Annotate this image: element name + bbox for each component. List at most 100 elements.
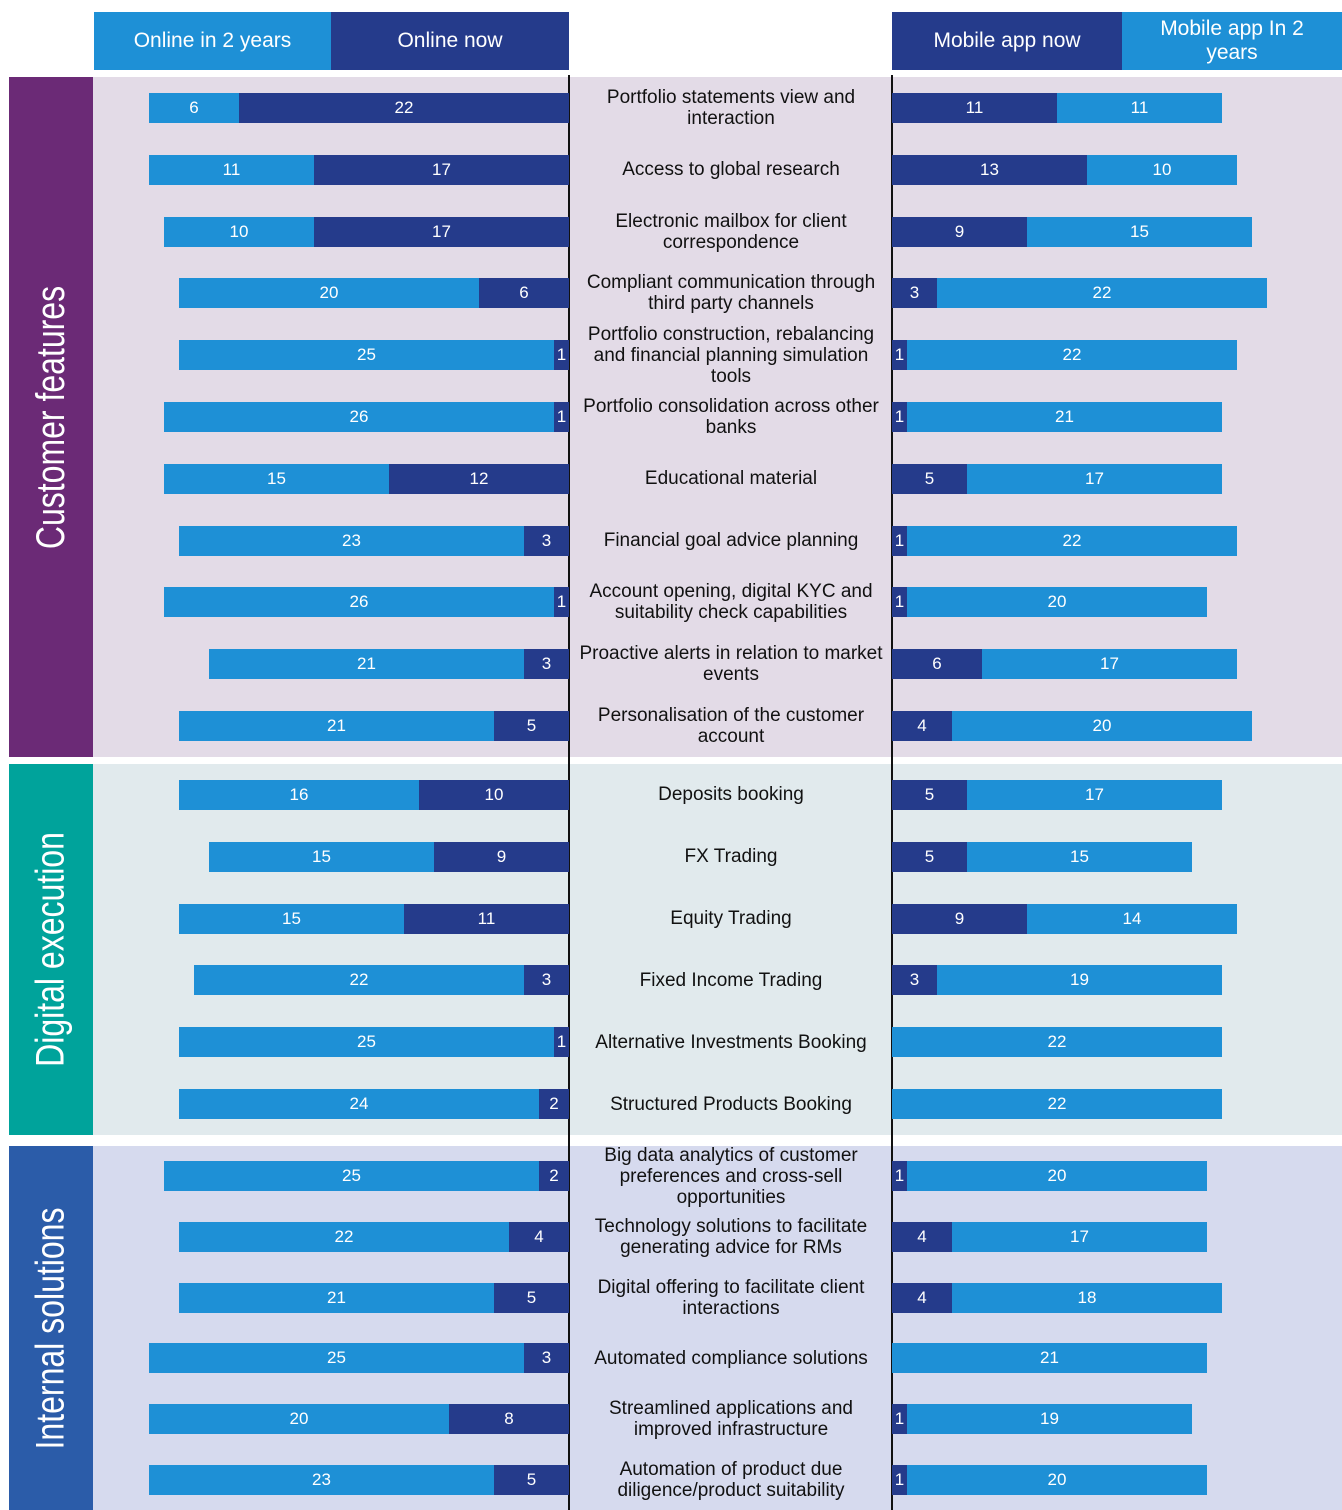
bar-segment: 3 <box>892 965 937 996</box>
bar-segment: 4 <box>892 711 952 742</box>
group-background <box>93 764 1342 1135</box>
bar-segment: 5 <box>892 779 967 810</box>
bar-segment: 15 <box>209 841 434 872</box>
bar-segment: 12 <box>389 463 569 494</box>
category-label: Digital offering to facilitate client in… <box>597 1276 865 1319</box>
category-label: Proactive alerts in relation to market e… <box>579 643 883 686</box>
bar-segment: 5 <box>494 1464 569 1495</box>
bar-segment: 3 <box>524 965 569 996</box>
bar-segment: 24 <box>179 1089 539 1120</box>
bar-segment: 21 <box>209 649 524 680</box>
bar-segment: 21 <box>892 1343 1207 1374</box>
category-label: Structured Products Booking <box>610 1093 852 1115</box>
category-label: Compliant communication through third pa… <box>586 272 876 315</box>
bar-segment: 22 <box>239 92 569 123</box>
bar-segment: 17 <box>952 1222 1207 1252</box>
legend-header: Mobile app now <box>892 12 1122 70</box>
group-band <box>9 77 93 757</box>
bar-segment: 22 <box>907 340 1237 371</box>
bar-segment: 2 <box>539 1089 569 1120</box>
bar-segment: 20 <box>907 1464 1207 1495</box>
bar-segment: 17 <box>314 216 569 247</box>
bar-segment: 10 <box>419 779 569 810</box>
bar-segment: 3 <box>524 649 569 680</box>
bar-segment: 22 <box>194 965 524 996</box>
category-label: Educational material <box>644 468 818 490</box>
bar-segment: 22 <box>179 1222 509 1252</box>
bar-segment: 6 <box>479 278 569 309</box>
bar-segment: 26 <box>164 587 554 618</box>
bar-segment: 11 <box>149 154 314 185</box>
bar-segment: 1 <box>892 1404 907 1434</box>
category-label: Equity Trading <box>670 908 792 930</box>
bar-segment: 4 <box>509 1222 569 1252</box>
group-label: Internal solutions <box>28 1207 73 1449</box>
bar-segment: 15 <box>1027 216 1252 247</box>
category-label: FX Trading <box>684 846 778 868</box>
bar-segment: 17 <box>982 649 1237 680</box>
bar-segment: 11 <box>892 92 1057 123</box>
bar-segment: 25 <box>179 1027 554 1058</box>
category-label: Technology solutions to facilitate gener… <box>594 1215 868 1258</box>
bar-segment: 15 <box>164 463 389 494</box>
bar-segment: 5 <box>892 463 967 494</box>
bar-segment: 25 <box>179 340 554 371</box>
bar-segment: 26 <box>164 402 554 432</box>
bar-segment: 1 <box>892 402 907 432</box>
bar-segment: 23 <box>179 525 524 556</box>
bar-segment: 18 <box>952 1282 1222 1313</box>
bar-segment: 21 <box>907 402 1222 432</box>
category-label: Automated compliance solutions <box>594 1347 868 1369</box>
bar-segment: 17 <box>967 463 1222 494</box>
bar-segment: 21 <box>179 1282 494 1313</box>
category-label: Fixed Income Trading <box>639 969 823 991</box>
bar-segment: 25 <box>164 1161 539 1192</box>
legend-header: Online in 2 years <box>94 12 331 70</box>
bar-segment: 20 <box>952 711 1252 742</box>
bar-segment: 2 <box>539 1161 569 1192</box>
bar-segment: 13 <box>892 154 1087 185</box>
category-label: Automation of product due diligence/prod… <box>617 1458 845 1501</box>
category-label: Account opening, digital KYC and suitabi… <box>589 581 873 624</box>
bar-segment: 22 <box>892 1089 1222 1120</box>
category-label: Portfolio consolidation across other ban… <box>583 395 879 438</box>
bar-segment: 20 <box>179 278 479 309</box>
bar-segment: 20 <box>907 587 1207 618</box>
bar-segment: 1 <box>554 1027 569 1058</box>
bar-segment: 20 <box>907 1161 1207 1192</box>
bar-segment: 20 <box>149 1404 449 1434</box>
bar-segment: 22 <box>907 525 1237 556</box>
bar-segment: 4 <box>892 1282 952 1313</box>
category-label: Access to global research <box>622 159 840 181</box>
bar-segment: 1 <box>892 1161 907 1192</box>
bar-segment: 1 <box>892 340 907 371</box>
bar-segment: 8 <box>449 1404 569 1434</box>
bar-segment: 6 <box>892 649 982 680</box>
bar-segment: 6 <box>149 92 239 123</box>
bar-segment: 1 <box>554 340 569 371</box>
category-label: Deposits booking <box>658 784 804 806</box>
bar-segment: 4 <box>892 1222 952 1252</box>
bar-segment: 22 <box>892 1027 1222 1058</box>
group-background <box>93 1146 1342 1510</box>
bar-segment: 1 <box>892 587 907 618</box>
bar-segment: 16 <box>179 779 419 810</box>
bar-segment: 11 <box>404 903 569 934</box>
bar-segment: 3 <box>524 1343 569 1374</box>
category-label: Portfolio statements view and interactio… <box>606 86 856 129</box>
bar-segment: 1 <box>554 587 569 618</box>
group-band <box>9 1146 93 1510</box>
bar-segment: 17 <box>314 154 569 185</box>
category-label: Electronic mailbox for client correspond… <box>615 210 847 253</box>
group-label: Customer features <box>28 285 73 549</box>
bar-segment: 11 <box>1057 92 1222 123</box>
bar-segment: 1 <box>892 525 907 556</box>
bar-segment: 22 <box>937 278 1267 309</box>
legend-header: Mobile app In 2 years <box>1122 12 1342 70</box>
bar-segment: 19 <box>937 965 1222 996</box>
category-label: Personalisation of the customer account <box>597 705 865 748</box>
bar-segment: 1 <box>554 402 569 432</box>
bar-segment: 9 <box>892 903 1027 934</box>
bar-segment: 23 <box>149 1464 494 1495</box>
